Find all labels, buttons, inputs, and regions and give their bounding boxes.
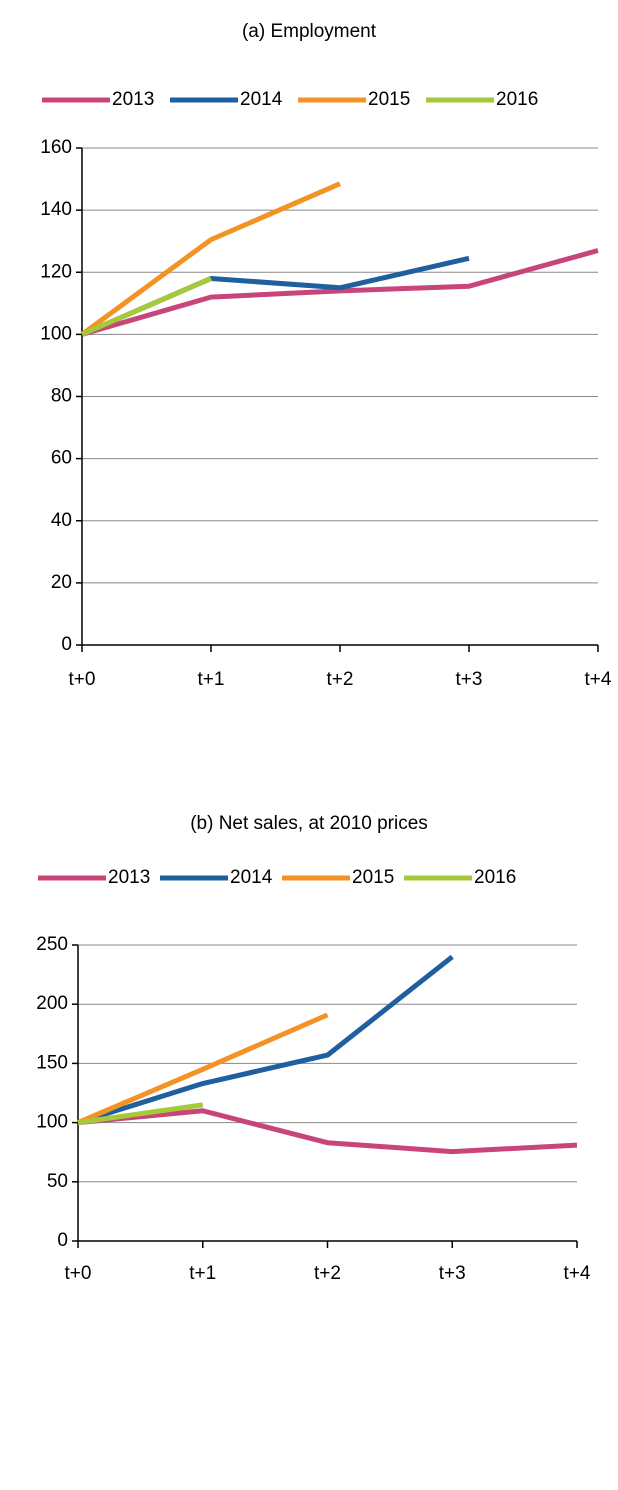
- series-line: [77, 1108, 578, 1155]
- series-line: [77, 1012, 329, 1125]
- legend-label: 2016: [496, 89, 538, 110]
- y-tick-label: 80: [51, 386, 72, 407]
- legend-label: 2015: [368, 89, 410, 110]
- legend-label: 2014: [240, 89, 283, 110]
- y-tick-label: 250: [36, 934, 68, 955]
- x-tick-label: t+0: [69, 669, 96, 690]
- x-tick-label: t+4: [564, 1263, 591, 1284]
- y-tick-label: 0: [57, 1230, 68, 1251]
- y-tick-label: 50: [47, 1171, 68, 1192]
- legend-label: 2013: [108, 867, 150, 888]
- legend-label: 2015: [352, 867, 394, 888]
- legend-label: 2014: [230, 867, 273, 888]
- x-tick-label: t+3: [456, 669, 483, 690]
- series-line: [80, 181, 341, 337]
- x-tick-label: t+1: [198, 669, 225, 690]
- y-tick-label: 40: [51, 510, 72, 531]
- y-tick-label: 120: [40, 261, 72, 282]
- chart-title: (b) Net sales, at 2010 prices: [190, 813, 428, 834]
- series-line: [81, 248, 599, 337]
- y-tick-label: 160: [40, 137, 72, 158]
- chart-title: (a) Employment: [242, 21, 377, 42]
- x-tick-label: t+2: [314, 1263, 341, 1284]
- x-tick-label: t+2: [327, 669, 354, 690]
- y-tick-label: 140: [40, 199, 72, 220]
- y-tick-label: 100: [36, 1112, 68, 1133]
- y-tick-label: 200: [36, 993, 68, 1014]
- series-line: [77, 1102, 204, 1126]
- x-tick-label: t+3: [439, 1263, 466, 1284]
- y-tick-label: 0: [61, 634, 72, 655]
- legend-label: 2016: [474, 867, 516, 888]
- y-tick-label: 20: [51, 572, 72, 593]
- series-line: [77, 954, 454, 1125]
- series-line: [81, 276, 212, 337]
- y-tick-label: 150: [36, 1052, 68, 1073]
- y-tick-label: 60: [51, 448, 72, 469]
- y-tick-label: 100: [40, 323, 72, 344]
- x-tick-label: t+4: [585, 669, 612, 690]
- x-tick-label: t+1: [189, 1263, 216, 1284]
- x-tick-label: t+0: [65, 1263, 92, 1284]
- legend-label: 2013: [112, 89, 154, 110]
